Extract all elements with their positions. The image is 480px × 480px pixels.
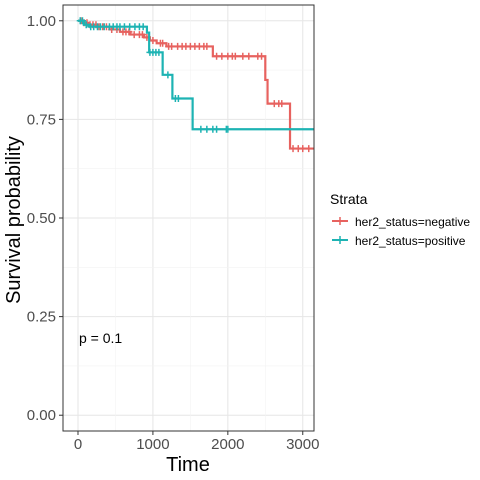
series-1-censor-mark-25	[203, 125, 211, 133]
series-0-censor-mark-30	[203, 42, 211, 50]
series-0-censor-mark-37	[245, 52, 253, 60]
legend-keys	[332, 217, 348, 244]
p-value-annotation: p = 0.1	[79, 330, 122, 346]
y-tick-label-4: 1.00	[27, 13, 56, 30]
series-1-censor-mark-1	[78, 17, 86, 25]
x-axis-title: Time	[166, 454, 210, 476]
series-1-censor-mark-2	[82, 21, 90, 29]
series-layer	[76, 17, 314, 153]
series-1-censor-mark-27	[213, 125, 221, 133]
y-tick-label-3: 0.75	[27, 111, 56, 128]
series-0-censor-mark-46	[305, 145, 313, 153]
axes: 0 1000 2000 3000 0.00 0.25 0.50 0.75 1.00	[27, 13, 320, 453]
series-1-censor-mark-23	[174, 94, 182, 102]
series-1-censor-mark-29	[224, 125, 232, 133]
series-0-censor-mark-32	[218, 52, 226, 60]
series-0-censor-mark-45	[299, 145, 307, 153]
series-0-censor-mark-35	[231, 52, 239, 60]
series-0-censor-mark-22	[168, 42, 176, 50]
series-1-censor-mark-24	[197, 125, 205, 133]
grid	[63, 5, 314, 431]
y-tick-label-0: 0.00	[27, 407, 56, 424]
series-0-censor-mark-42	[278, 100, 286, 108]
series-1	[76, 17, 314, 133]
series-0	[77, 17, 314, 153]
series-1-censor-mark-16	[139, 23, 147, 31]
series-0-censor-mark-36	[239, 52, 247, 60]
series-0-censor-mark-16	[138, 31, 146, 39]
y-tick-label-2: 0.50	[27, 210, 56, 227]
legend-label-positive: her2_status=positive	[355, 234, 466, 248]
x-tick-label-2: 2000	[211, 436, 244, 453]
legend-label-negative: her2_status=negative	[355, 215, 470, 229]
x-tick-label-0: 0	[74, 436, 82, 453]
series-1-censor-mark-20	[155, 48, 163, 56]
y-axis-title: Survival probability	[3, 136, 25, 304]
legend-title: Strata	[330, 191, 368, 207]
series-1-censor-mark-21	[164, 71, 172, 79]
series-0-censor-mark-20	[159, 39, 167, 47]
x-tick-label-1: 1000	[136, 436, 169, 453]
series-1-step-line	[77, 19, 314, 131]
legend: Strata her2_status=negative her2_status=…	[330, 191, 470, 248]
y-tick-label-1: 0.25	[27, 309, 56, 326]
series-0-censor-mark-18	[149, 37, 157, 44]
series-0-censor-mark-39	[258, 52, 266, 60]
x-tick-label-3: 3000	[286, 436, 319, 453]
